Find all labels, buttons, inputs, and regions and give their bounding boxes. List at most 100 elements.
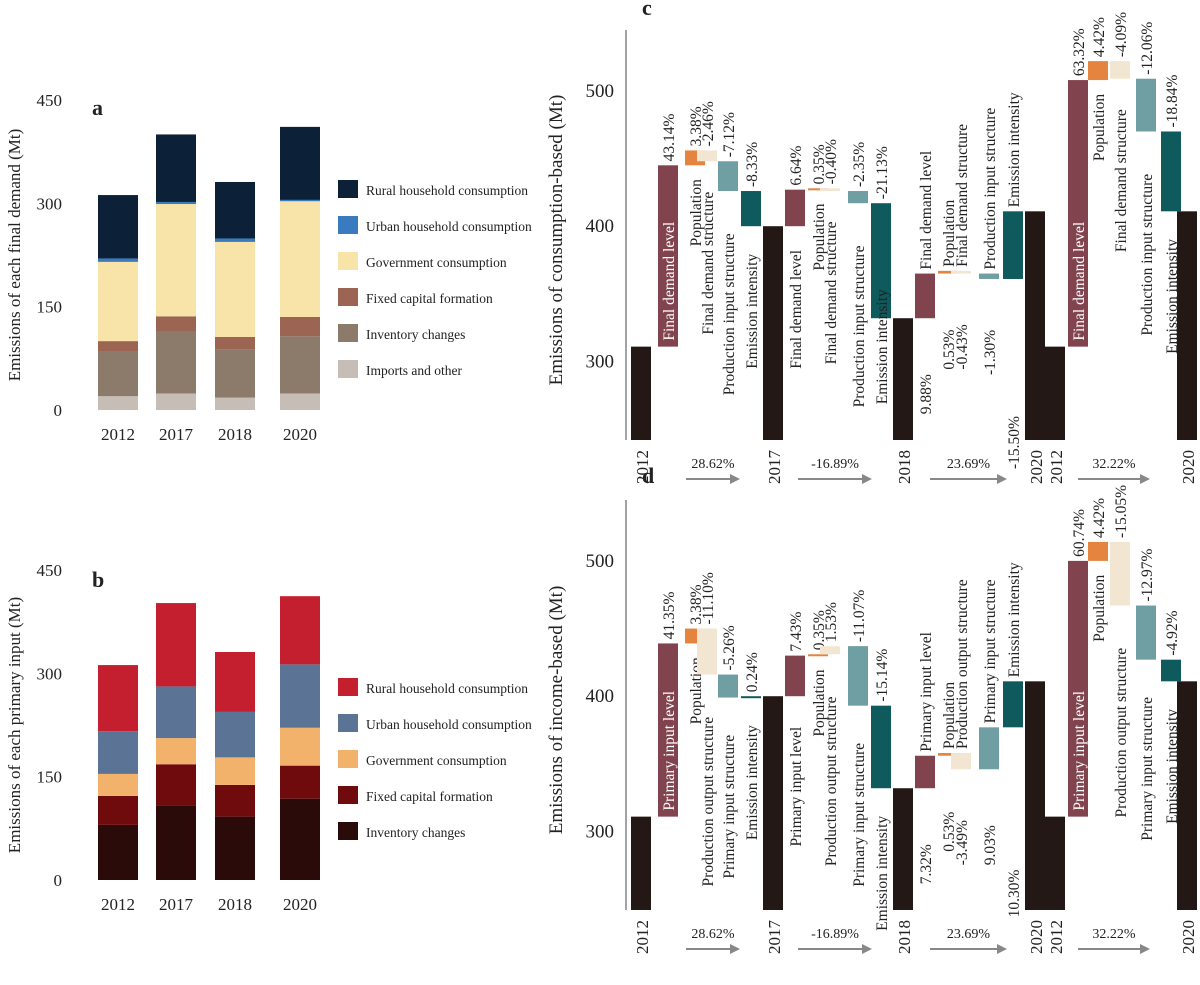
bar-segment-a [98, 351, 138, 397]
bar-segment-a [215, 238, 255, 242]
total-bar-d [893, 788, 913, 910]
bar-segment-a [98, 258, 138, 262]
panel-c-waterfall-chart: c Emissions of consumption-based (Mt) 300 4… [546, 0, 1198, 484]
effect-bar-d [820, 646, 840, 655]
y-tick-label-d: 300 [586, 822, 615, 843]
effect-bar-c [808, 188, 828, 191]
y-tick-label-d: 400 [586, 686, 615, 707]
legend-label-b: Inventory changes [366, 825, 465, 840]
effect-factor-label-d: Production output structure [1113, 648, 1130, 818]
effect-bar-c [658, 165, 678, 347]
effect-factor-label-d: Emission intensity [1164, 709, 1181, 824]
bar-segment-b [98, 665, 138, 732]
bar-segment-b [280, 596, 320, 665]
legend-label-a: Rural household consumption [366, 183, 528, 198]
effect-factor-label-c: Production input structure [851, 245, 868, 407]
bar-segment-a [98, 341, 138, 352]
y-tick-label-c: 400 [586, 216, 615, 237]
bar-segment-b [156, 805, 196, 880]
effect-pct-label-c: -8.33% [744, 142, 761, 187]
bar-segment-a [280, 126, 320, 200]
x-tick-label-c: 2012 [1047, 450, 1066, 484]
panel-label-c: c [642, 0, 652, 20]
legend-label-b: Urban household consumption [366, 717, 532, 732]
x-tick-label-b: 2012 [101, 895, 135, 914]
x-tick-label-d: 2012 [633, 920, 652, 954]
legend-label-a: Inventory changes [366, 327, 465, 342]
effect-bar-d [785, 655, 805, 697]
legend-swatch-a [338, 252, 358, 270]
panel-b-stacked-bar-chart: b Emissions of each primary input (Mt) 0 15… [5, 561, 532, 914]
effect-factor-label-d: Primary input structure [1139, 697, 1156, 841]
bar-segment-a [215, 336, 255, 350]
transition-arrow-head-c [1140, 474, 1150, 484]
x-tick-label-d: 2012 [1047, 920, 1066, 954]
effect-bar-d [979, 727, 999, 770]
x-tick-label-d: 2018 [895, 920, 914, 954]
effect-pct-label-d: -11.10% [700, 572, 717, 624]
effect-bar-d [848, 646, 868, 706]
effect-factor-label-c: Population [811, 203, 828, 270]
bar-segment-b [280, 798, 320, 880]
legend-swatch-a [338, 216, 358, 234]
effect-pct-label-c: 63.32% [1071, 28, 1088, 76]
effect-factor-label-c: Final demand structure [954, 124, 971, 267]
effect-pct-label-d: 41.35% [661, 592, 678, 640]
bar-segment-a [280, 393, 320, 410]
total-bar-d [1025, 681, 1045, 910]
effect-bar-d [1088, 541, 1108, 561]
x-tick-label-d: 2017 [765, 920, 784, 955]
effect-bar-d [951, 753, 971, 770]
effect-bar-c [1088, 61, 1108, 81]
effect-bar-d [1003, 681, 1023, 728]
x-tick-label-c: 2020 [1179, 450, 1198, 484]
y-axis-title-d: Emissions of income-based (Mt) [546, 586, 567, 835]
effect-pct-label-d: 10.30% [1006, 869, 1023, 917]
effect-pct-label-d: 3.38% [688, 584, 705, 624]
effect-factor-label-c: Population [688, 179, 705, 246]
effect-bar-c [979, 273, 999, 279]
legend-label-b: Rural household consumption [366, 681, 528, 696]
legend-swatch-a [338, 360, 358, 378]
transition-change-label-c: 23.69% [947, 457, 991, 472]
effect-pct-label-c: -0.40% [823, 139, 840, 184]
effect-factor-label-c: Population [1091, 94, 1108, 161]
bar-segment-a [215, 349, 255, 398]
bar-segment-a [98, 195, 138, 259]
effect-factor-label-c: Final demand structure [823, 221, 840, 364]
effect-pct-label-c: 43.14% [661, 113, 678, 161]
effect-factor-label-c: Final demand level [788, 250, 805, 369]
total-bar-c [1025, 211, 1045, 440]
effect-bar-c [785, 189, 805, 227]
y-tick-label-a: 300 [37, 194, 63, 213]
total-bar-d [1045, 816, 1065, 910]
effect-pct-label-d: 4.42% [1091, 498, 1108, 538]
bar-segment-a [215, 241, 255, 337]
effect-bar-d [718, 674, 738, 698]
x-tick-label-d: 2020 [1027, 920, 1046, 954]
bar-segment-a [98, 261, 138, 342]
effect-pct-label-d: -3.49% [954, 820, 971, 865]
effect-factor-label-c: Final demand structure [1113, 109, 1130, 252]
effect-pct-label-c: 0.53% [941, 329, 958, 369]
y-tick-label-b: 0 [54, 871, 63, 890]
bar-segment-b [156, 603, 196, 687]
transition-arrow-head-c [997, 474, 1007, 484]
total-bar-c [893, 318, 913, 440]
effect-pct-label-d: -5.26% [721, 625, 738, 670]
bar-segment-a [215, 181, 255, 239]
effect-bar-c [1110, 61, 1130, 79]
effect-pct-label-c: 6.64% [788, 146, 805, 186]
legend-swatch-a [338, 288, 358, 306]
effect-pct-label-d: -12.97% [1139, 549, 1156, 602]
x-tick-label-c: 2012 [633, 450, 652, 484]
panel-label-a: a [92, 95, 103, 120]
effect-pct-label-c: -21.13% [874, 146, 891, 199]
effect-bar-c [848, 191, 868, 204]
x-tick-label-d: 2020 [1179, 920, 1198, 954]
transition-change-label-c: -16.89% [811, 457, 859, 472]
effect-bar-d [1110, 541, 1130, 606]
transition-arrow-head-d [997, 944, 1007, 954]
bar-segment-a [156, 393, 196, 410]
legend-label-b: Government consumption [366, 753, 507, 768]
